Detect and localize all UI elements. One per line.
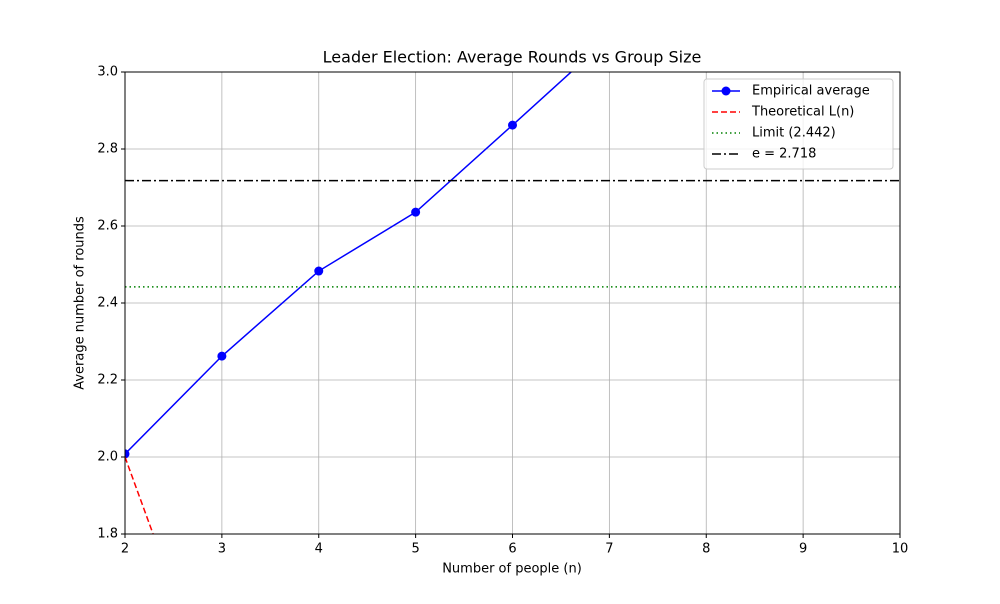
chart-title: Leader Election: Average Rounds vs Group… bbox=[323, 48, 702, 67]
data-point bbox=[125, 449, 130, 459]
legend-label: Empirical average bbox=[752, 84, 870, 99]
legend-box bbox=[703, 78, 894, 170]
y-tick-label: 2.8 bbox=[97, 142, 118, 157]
data-point bbox=[217, 351, 227, 361]
axes-frame bbox=[124, 71, 901, 535]
y-tick-label: 2.0 bbox=[97, 450, 118, 465]
legend: Empirical average Theoretical L(n) Limit (… bbox=[703, 78, 894, 170]
data-point bbox=[508, 120, 517, 130]
x-tick-label: 9 bbox=[799, 542, 807, 557]
y-axis-label: Average number of rounds bbox=[73, 216, 88, 390]
legend-label: e = 2.718 bbox=[752, 147, 816, 162]
x-tick-label: 6 bbox=[508, 542, 516, 557]
y-tick-label: 3.0 bbox=[97, 65, 118, 80]
x-tick-label: 3 bbox=[218, 542, 226, 557]
data-point bbox=[411, 207, 421, 217]
y-tick-label: 2.6 bbox=[97, 219, 118, 234]
series-line bbox=[125, 456, 154, 534]
y-tick-label: 2.4 bbox=[97, 296, 118, 311]
legend-label: Limit (2.442) bbox=[752, 126, 836, 141]
x-tick-label: 8 bbox=[702, 542, 710, 557]
plot-area bbox=[125, 72, 900, 534]
legend-label: Theoretical L(n) bbox=[751, 105, 854, 120]
y-tick-label: 1.8 bbox=[97, 527, 118, 542]
x-axis-label: Number of people (n) bbox=[442, 562, 582, 577]
x-tick-label: 4 bbox=[315, 542, 323, 557]
data-point bbox=[314, 266, 324, 276]
x-tick-label: 7 bbox=[605, 542, 613, 557]
x-tick-label: 10 bbox=[892, 542, 909, 557]
x-tick-label: 5 bbox=[411, 542, 419, 557]
legend-marker bbox=[721, 86, 731, 96]
series-line bbox=[125, 72, 573, 455]
x-tick-label: 2 bbox=[121, 542, 129, 557]
y-tick-label: 2.2 bbox=[97, 373, 118, 388]
